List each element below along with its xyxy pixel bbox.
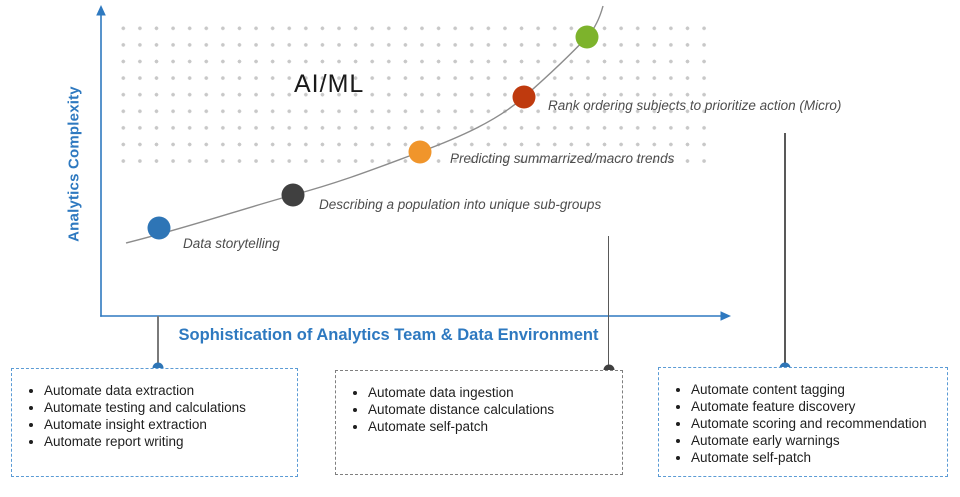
box-item: Automate self-patch [691, 449, 947, 466]
point-label-rank-ordering: Rank ordering subjects to prioritize act… [548, 98, 842, 113]
box-item: Automate data ingestion [368, 384, 622, 401]
box-item: Automate early warnings [691, 432, 947, 449]
automation-box-right: Automate content tagging Automate featur… [658, 367, 948, 477]
curve-point-top-green [575, 25, 599, 49]
box-item: Automate data extraction [44, 382, 297, 399]
curve-point-rank-ordering [512, 85, 536, 109]
connector-line-left [157, 316, 159, 368]
box-item: Automate distance calculations [368, 401, 622, 418]
connector-line-right [784, 133, 786, 369]
connector-line-middle [607, 236, 610, 370]
box-item: Automate feature discovery [691, 398, 947, 415]
x-axis-label: Sophistication of Analytics Team & Data … [178, 326, 599, 344]
box-item: Automate scoring and recommendation [691, 415, 947, 432]
box-item: Automate self-patch [368, 418, 622, 435]
box-item: Automate insight extraction [44, 416, 297, 433]
automation-list-right: Automate content tagging Automate featur… [659, 381, 947, 466]
box-item: Automate testing and calculations [44, 399, 297, 416]
x-axis-arrow-icon [720, 311, 731, 321]
point-label-predicting-trends: Predicting summarrized/macro trends [450, 151, 675, 166]
automation-list-middle: Automate data ingestion Automate distanc… [336, 384, 622, 435]
box-item: Automate report writing [44, 433, 297, 450]
automation-list-left: Automate data extraction Automate testin… [12, 382, 297, 450]
point-label-describing-population: Describing a population into unique sub-… [319, 197, 602, 212]
curve-point-data-storytelling [147, 216, 171, 240]
ai-ml-region-label: AI/ML [294, 70, 365, 98]
y-axis-label: Analytics Complexity [65, 86, 83, 242]
curve-point-predicting-trends [408, 140, 432, 164]
point-label-data-storytelling: Data storytelling [183, 236, 280, 251]
automation-box-middle: Automate data ingestion Automate distanc… [335, 370, 623, 475]
box-item: Automate content tagging [691, 381, 947, 398]
y-axis-arrow-icon [96, 5, 106, 16]
curve-point-describing-population [281, 183, 305, 207]
automation-box-left: Automate data extraction Automate testin… [11, 368, 298, 477]
